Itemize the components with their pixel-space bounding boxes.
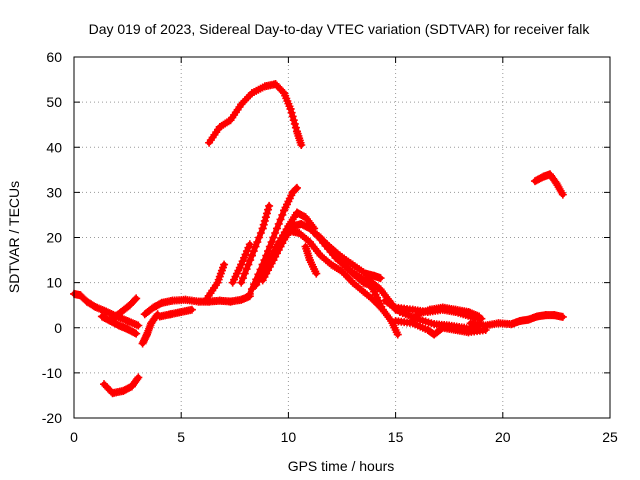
x-tick-label: 5	[177, 429, 185, 445]
data-point-marker	[269, 233, 278, 242]
data-point-marker	[376, 274, 385, 283]
track-mid-b	[155, 305, 196, 321]
data-point-marker	[286, 104, 295, 113]
data-point-marker	[103, 308, 112, 317]
data-point-marker	[475, 312, 484, 321]
data-point-marker	[260, 216, 269, 225]
track-morning-rise	[108, 294, 141, 323]
data-point-marker	[393, 330, 402, 339]
data-point-marker	[224, 117, 233, 126]
data-point-marker	[274, 219, 283, 228]
data-point-marker	[265, 242, 274, 251]
data-point-marker	[249, 247, 258, 256]
data-point-marker	[297, 140, 306, 149]
track-rise-d	[245, 183, 301, 298]
data-point-marker	[132, 294, 141, 303]
x-tick-label: 15	[388, 429, 404, 445]
track-peak-high	[205, 80, 306, 149]
data-point-marker	[187, 305, 196, 314]
track-negative-low	[100, 373, 143, 398]
data-point-marker	[291, 123, 300, 132]
data-point-marker	[244, 260, 253, 269]
data-point-marker	[288, 112, 297, 121]
y-tick-label: -10	[42, 365, 62, 381]
data-point-marker	[287, 108, 296, 117]
data-point-marker	[558, 190, 567, 199]
data-point-marker	[247, 285, 256, 294]
track-evening-high	[530, 170, 567, 199]
data-point-marker	[255, 233, 264, 242]
data-point-marker	[271, 228, 280, 237]
data-point-marker	[262, 209, 271, 218]
data-point-marker	[261, 213, 270, 222]
y-tick-label: 0	[54, 320, 62, 336]
y-tick-label: 50	[46, 94, 62, 110]
data-point-marker	[253, 238, 262, 247]
data-point-marker	[264, 205, 273, 214]
track-morning-baseline	[70, 289, 143, 330]
track-rise-b	[228, 240, 254, 287]
y-tick-label: 30	[46, 184, 62, 200]
data-point-marker	[290, 119, 299, 128]
data-point-marker	[242, 265, 251, 274]
data-point-marker	[272, 224, 281, 233]
x-tick-label: 10	[281, 429, 297, 445]
data-point-marker	[256, 228, 265, 237]
data-point-marker	[278, 210, 287, 219]
data-point-marker	[267, 238, 276, 247]
data-point-marker	[289, 116, 298, 125]
x-axis-label: GPS time / hours	[288, 458, 395, 474]
x-tick-label: 0	[70, 429, 78, 445]
data-point-marker	[133, 374, 142, 383]
data-series	[70, 80, 567, 398]
data-point-marker	[245, 289, 254, 298]
data-point-marker	[251, 242, 260, 251]
data-point-marker	[134, 373, 143, 382]
axis-ticks: 0 5 10 15 20 25 -20 -10 0 10 20 30 40 50 60	[42, 49, 618, 445]
data-point-marker	[105, 309, 114, 318]
y-axis-label: SDTVAR / TECUs	[6, 181, 22, 293]
data-point-marker	[312, 269, 321, 278]
chart-title: Day 019 of 2023, Sidereal Day-to-day VTE…	[89, 21, 591, 37]
data-point-marker	[245, 240, 254, 249]
track-mid-a	[140, 292, 254, 319]
track-rise-a	[202, 260, 229, 303]
y-tick-label: 10	[46, 275, 62, 291]
track-decline-b	[301, 242, 321, 278]
data-point-marker	[237, 278, 246, 287]
data-point-marker	[304, 236, 313, 245]
x-tick-label: 20	[495, 429, 511, 445]
track-rise-c	[237, 201, 274, 287]
data-point-marker	[247, 251, 256, 260]
track-evening	[466, 311, 567, 330]
data-point-marker	[102, 307, 111, 316]
data-point-marker	[292, 183, 301, 192]
x-tick-label: 25	[602, 429, 618, 445]
data-point-marker	[220, 260, 229, 269]
track-afternoon-d	[413, 303, 484, 321]
data-point-marker	[239, 274, 248, 283]
data-point-marker	[265, 201, 274, 210]
data-point-marker	[246, 256, 255, 265]
data-point-marker	[131, 295, 140, 304]
y-tick-label: -20	[42, 410, 62, 426]
data-point-marker	[134, 321, 143, 330]
data-point-marker	[259, 220, 268, 229]
data-point-marker	[132, 329, 141, 338]
track-dip	[138, 310, 162, 348]
y-tick-label: 60	[46, 49, 62, 65]
y-tick-label: 40	[46, 139, 62, 155]
data-point-marker	[278, 87, 287, 96]
data-point-marker	[276, 215, 285, 224]
y-tick-label: 20	[46, 230, 62, 246]
data-point-marker	[258, 224, 267, 233]
plot-frame	[73, 56, 611, 419]
data-point-marker	[558, 312, 567, 321]
data-point-marker	[240, 269, 249, 278]
track-afternoon-c	[391, 316, 490, 339]
track-decline-e	[363, 274, 402, 339]
